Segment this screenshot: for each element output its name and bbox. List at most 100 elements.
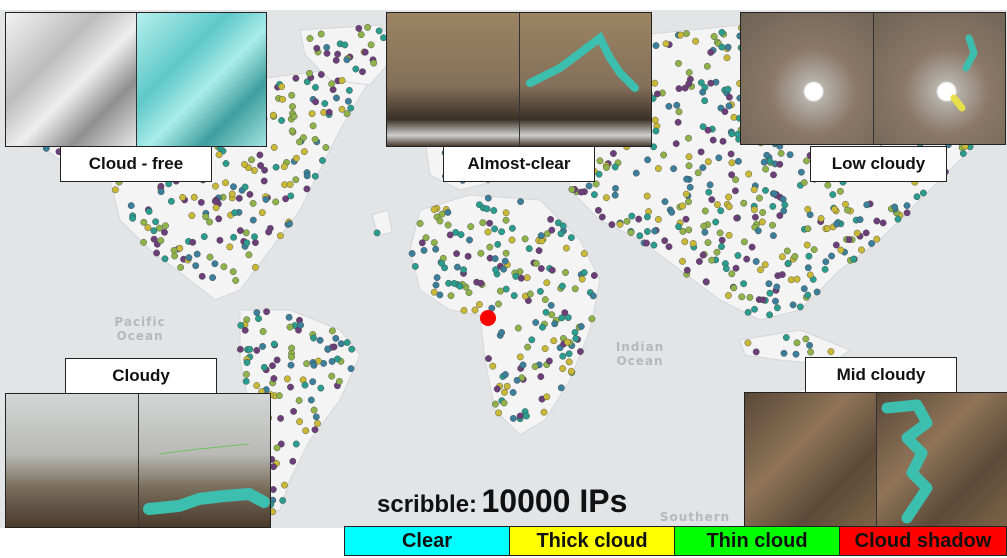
sample-point — [685, 134, 692, 142]
sample-point — [752, 258, 760, 265]
sample-point — [603, 194, 610, 202]
sample-point — [495, 409, 502, 417]
sample-point — [485, 355, 492, 362]
sample-point — [541, 345, 549, 352]
sample-point — [804, 264, 812, 272]
sample-point — [316, 336, 324, 344]
sample-point — [635, 215, 643, 223]
sample-point — [660, 151, 667, 159]
sample-point — [781, 201, 789, 209]
sample-point — [345, 87, 353, 94]
sample-point — [863, 201, 871, 209]
sample-point — [292, 74, 300, 82]
sample-point — [281, 481, 288, 489]
sample-point — [296, 138, 303, 146]
sample-point — [179, 193, 187, 201]
sample-point — [484, 228, 492, 236]
sample-point — [508, 236, 516, 244]
sample-point — [800, 179, 808, 187]
panel-cloudy — [5, 393, 271, 528]
sample-point — [343, 339, 351, 346]
sample-point — [577, 323, 585, 330]
sample-point — [718, 43, 726, 51]
sample-point — [537, 287, 544, 295]
sample-point — [697, 79, 705, 87]
sample-point — [780, 349, 788, 357]
sample-point — [802, 335, 810, 343]
sample-point — [719, 137, 727, 145]
sample-point — [430, 206, 438, 213]
sample-point — [544, 230, 551, 238]
sample-point — [537, 265, 545, 272]
sample-point — [161, 228, 168, 236]
sample-point — [253, 309, 261, 316]
sample-point — [708, 256, 715, 264]
sample-point — [707, 49, 715, 56]
sample-point — [858, 246, 865, 254]
sample-point — [837, 187, 844, 195]
sample-point — [129, 214, 137, 222]
sample-point — [780, 207, 788, 215]
sample-point — [701, 97, 709, 105]
sample-point — [192, 262, 200, 270]
sample-point — [140, 238, 148, 246]
sample-point — [774, 304, 781, 312]
sample-point — [460, 306, 468, 314]
sample-point — [229, 268, 237, 276]
sample-point — [303, 360, 310, 367]
sample-point — [516, 353, 524, 361]
sample-point — [559, 365, 566, 372]
sample-point — [721, 108, 729, 116]
sample-point — [784, 259, 792, 267]
sample-point — [516, 412, 524, 420]
sample-point — [644, 156, 651, 164]
sample-point — [521, 235, 529, 243]
sample-point — [500, 399, 508, 407]
sample-point — [222, 160, 230, 167]
sample-point — [355, 24, 363, 32]
sample-point — [197, 198, 205, 206]
sample-point — [243, 239, 251, 247]
sample-point — [675, 85, 683, 93]
sample-point — [289, 103, 296, 111]
sample-point — [824, 224, 831, 232]
sample-point — [249, 216, 257, 224]
sample-point — [723, 54, 731, 62]
sample-point — [557, 384, 565, 392]
sample-point — [662, 40, 670, 48]
sample-point — [694, 169, 702, 177]
sample-point — [665, 102, 673, 110]
sample-point — [800, 285, 808, 293]
sample-point — [725, 203, 733, 211]
sample-point — [685, 80, 693, 88]
sample-point — [275, 392, 283, 399]
sample-point — [608, 221, 616, 229]
panel-low-cloudy — [740, 12, 1006, 145]
sample-point — [430, 288, 438, 296]
sample-point — [287, 192, 295, 200]
sample-point — [837, 246, 845, 254]
ocean-label-indian: Indian Ocean — [615, 340, 665, 368]
sample-point — [286, 220, 293, 228]
sample-point — [632, 169, 640, 177]
sample-point — [752, 348, 760, 356]
sample-point — [503, 382, 511, 390]
sample-point — [683, 30, 690, 37]
sample-point — [317, 30, 325, 38]
sample-point — [444, 208, 452, 216]
sample-point — [793, 339, 801, 347]
sample-point — [308, 110, 316, 118]
sample-point — [655, 165, 662, 172]
sample-point — [803, 157, 810, 165]
sample-point — [501, 257, 509, 265]
label-almost-clear: Almost-clear — [443, 146, 595, 182]
sample-point — [276, 232, 284, 240]
sample-point — [278, 83, 285, 91]
sample-point — [496, 287, 504, 295]
selected-location-marker — [480, 310, 496, 326]
sample-point — [778, 271, 786, 278]
mid-cloudy-scribble — [881, 399, 933, 524]
sample-point — [338, 77, 346, 84]
sample-point — [696, 258, 703, 265]
sample-point — [193, 250, 201, 258]
